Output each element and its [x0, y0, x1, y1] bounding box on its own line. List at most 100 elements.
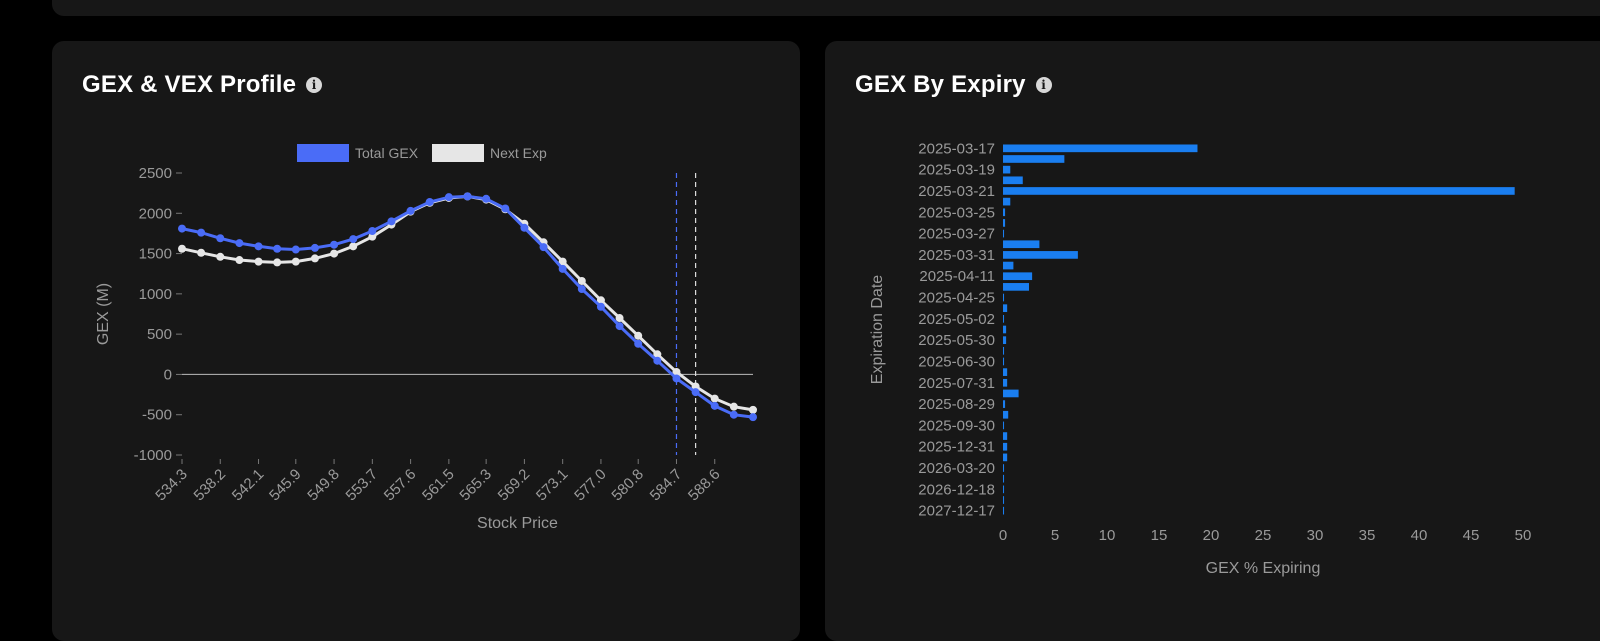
- data-point-total-gex: [216, 234, 225, 243]
- gex-by-expiry-title-text: GEX By Expiry: [855, 71, 1026, 98]
- x-tick-label: 45: [1463, 527, 1480, 544]
- x-tick-label: 561.5: [419, 466, 458, 505]
- expiry-bar: [1003, 229, 1005, 238]
- data-point-total-gex: [577, 285, 586, 294]
- expiry-bar: [1003, 442, 1008, 451]
- expiry-bar: [1003, 304, 1008, 313]
- gex-by-expiry-title: GEX By Expiry i: [855, 71, 1052, 99]
- data-point-total-gex: [615, 322, 624, 331]
- data-point-total-gex: [406, 206, 415, 215]
- top-card-strip: [52, 0, 1600, 16]
- y-tick-label: 2025-03-21: [918, 183, 995, 200]
- expiry-bar: [1003, 187, 1515, 195]
- data-point-total-gex: [425, 198, 434, 207]
- x-tick-label: 584.7: [647, 466, 686, 505]
- expiry-bar: [1003, 155, 1065, 163]
- data-point-total-gex: [749, 413, 757, 422]
- gex-vex-profile-title-text: GEX & VEX Profile: [82, 71, 297, 98]
- data-point-next-exp: [596, 296, 605, 305]
- legend-swatch-total-gex: [297, 144, 349, 162]
- info-icon[interactable]: i: [1035, 77, 1052, 93]
- gex-vex-profile-title: GEX & VEX Profile i: [82, 71, 323, 99]
- data-point-total-gex: [501, 204, 510, 213]
- expiry-bar: [1003, 368, 1008, 376]
- x-tick-label: 580.8: [608, 466, 647, 505]
- y-tick-label: 2500: [139, 165, 172, 182]
- expiry-bar: [1003, 506, 1005, 515]
- x-tick-label: 545.9: [266, 466, 305, 505]
- data-point-next-exp: [291, 257, 300, 266]
- data-point-total-gex: [691, 388, 700, 397]
- x-axis-title: GEX % Expiring: [1206, 560, 1321, 577]
- x-tick-label: 577.0: [571, 466, 610, 505]
- data-point-total-gex: [539, 243, 548, 252]
- expiry-bar: [1003, 389, 1019, 398]
- data-point-next-exp: [729, 402, 738, 411]
- x-tick-label: 557.6: [381, 466, 420, 505]
- data-point-total-gex: [235, 239, 244, 248]
- expiry-bar: [1003, 208, 1006, 217]
- y-axis-title: Expiration Date: [869, 275, 886, 384]
- expiry-bar: [1003, 293, 1005, 302]
- data-point-total-gex: [368, 227, 377, 236]
- y-tick-label: 2025-03-27: [918, 226, 995, 243]
- x-tick-label: 35: [1359, 527, 1376, 544]
- data-point-next-exp: [749, 405, 757, 414]
- data-point-total-gex: [254, 242, 263, 251]
- y-tick-label: 500: [147, 326, 172, 343]
- data-point-next-exp: [691, 382, 700, 391]
- x-tick-label: 10: [1099, 527, 1116, 544]
- info-icon[interactable]: i: [306, 77, 323, 93]
- x-tick-label: 50: [1515, 527, 1532, 544]
- expiry-bar: [1003, 432, 1008, 440]
- expiry-bar: [1003, 176, 1023, 185]
- expiry-bar: [1003, 336, 1007, 344]
- y-tick-label: 2025-03-19: [918, 162, 995, 179]
- gex-vex-profile-card: GEX & VEX Profile i 2500 2000 1500 1000 500 0…: [52, 41, 800, 641]
- y-tick-label: -1000: [134, 447, 172, 464]
- data-point-total-gex: [482, 194, 491, 203]
- y-tick-label: 2026-12-18: [918, 481, 995, 498]
- y-tick-label: 2025-05-02: [918, 311, 995, 328]
- expiry-bar: [1003, 272, 1033, 281]
- data-point-next-exp: [615, 314, 624, 323]
- data-point-next-exp: [634, 331, 643, 340]
- expiry-bar: [1003, 485, 1005, 494]
- data-point-next-exp: [235, 256, 244, 265]
- x-tick-label: 25: [1255, 527, 1272, 544]
- data-point-total-gex: [444, 193, 453, 202]
- legend-label-next-exp: Next Exp: [490, 145, 547, 161]
- expiry-bar: [1003, 400, 1006, 408]
- data-point-total-gex: [596, 302, 605, 311]
- y-tick-label: 2025-12-31: [918, 439, 995, 456]
- y-tick-label: 2026-03-20: [918, 460, 995, 477]
- legend-swatch-next-exp: [432, 144, 484, 162]
- data-point-next-exp: [349, 242, 358, 251]
- expiry-bar: [1003, 251, 1078, 259]
- x-tick-label: 565.3: [456, 466, 495, 505]
- y-tick-label: 2025-04-11: [919, 268, 995, 285]
- data-point-total-gex: [672, 374, 681, 383]
- y-tick-label: 2025-03-31: [918, 247, 995, 264]
- gex-by-expiry-card: GEX By Expiry i 2025-03-17 2025-03-19 2025…: [825, 41, 1600, 641]
- data-point-total-gex: [387, 217, 396, 226]
- data-point-total-gex: [634, 339, 643, 348]
- series-line-total-gex: [181, 194, 754, 419]
- x-tick-label: 588.6: [685, 466, 724, 505]
- data-point-total-gex: [653, 356, 662, 365]
- expiry-bar: [1003, 496, 1005, 504]
- data-point-next-exp: [558, 257, 567, 266]
- expiry-bar: [1003, 357, 1005, 366]
- data-point-total-gex: [463, 192, 472, 201]
- x-tick-label: 549.8: [304, 466, 343, 505]
- expiry-bar: [1003, 315, 1005, 323]
- y-tick-label: 2025-03-17: [918, 140, 995, 157]
- x-tick-label: 20: [1203, 527, 1220, 544]
- expiry-bar: [1003, 240, 1040, 249]
- y-tick-label: 2025-05-30: [918, 332, 995, 349]
- expiry-bar: [1003, 325, 1007, 334]
- x-axis-title: Stock Price: [477, 515, 558, 532]
- data-point-next-exp: [178, 244, 186, 253]
- x-tick-label: 40: [1411, 527, 1428, 544]
